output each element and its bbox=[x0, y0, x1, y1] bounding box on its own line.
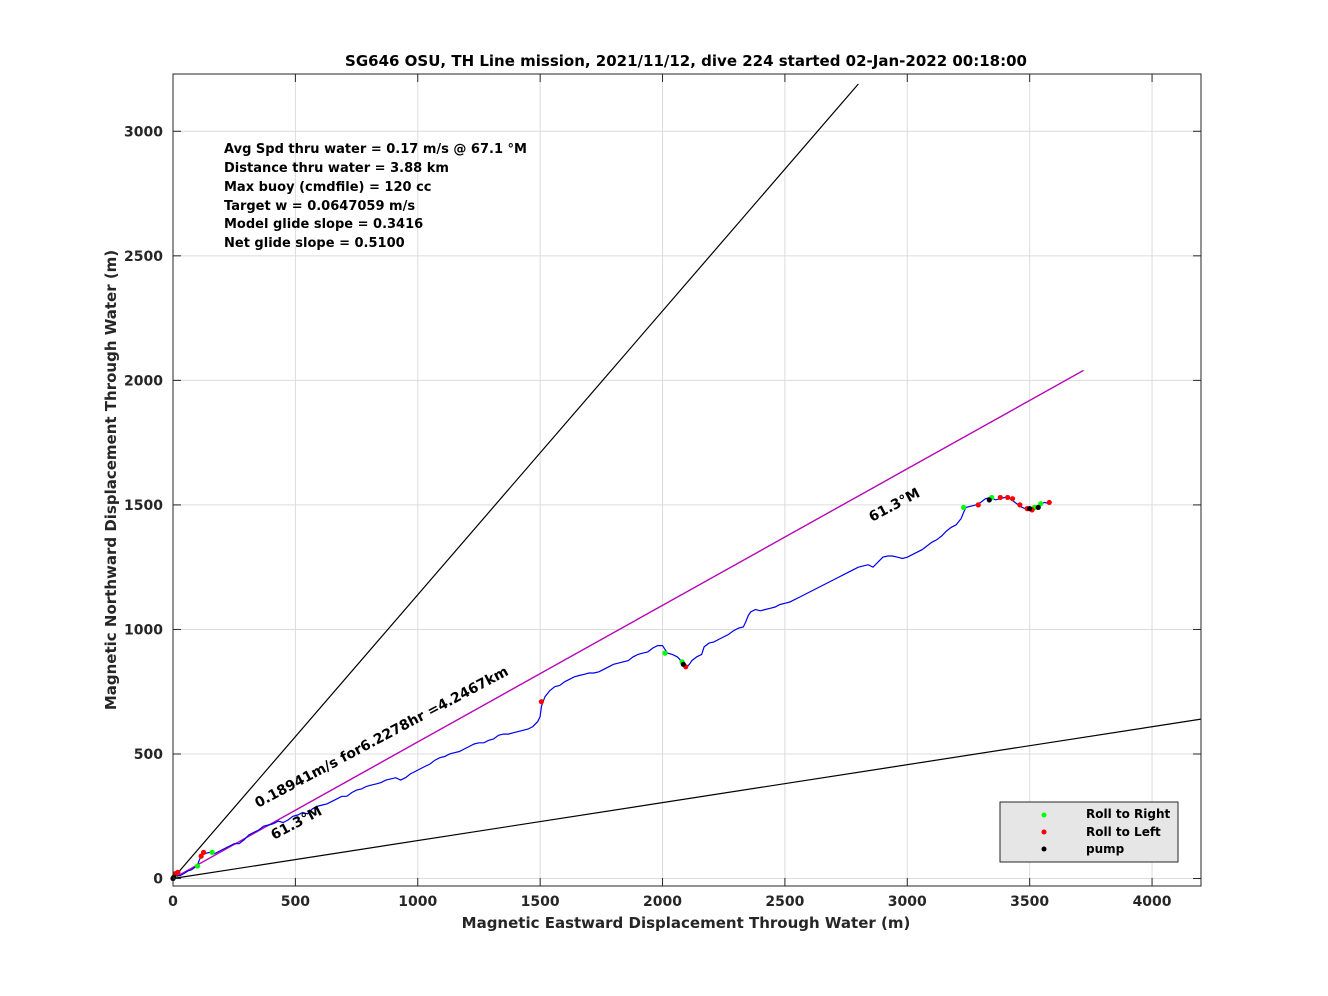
reference-lines bbox=[172, 83, 1202, 880]
info-model-glide-slope: Model glide slope = 0.3416 bbox=[224, 217, 423, 232]
legend-label-roll-right: Roll to Right bbox=[1086, 807, 1171, 821]
event-point-roll-to-left bbox=[975, 502, 981, 508]
event-markers bbox=[170, 494, 1052, 882]
event-point-roll-to-left bbox=[1017, 502, 1023, 508]
legend-label-pump: pump bbox=[1086, 842, 1125, 856]
grid bbox=[172, 74, 1201, 886]
info-max-buoy: Max buoy (cmdfile) = 120 cc bbox=[224, 180, 431, 195]
event-point-roll-to-right bbox=[1038, 501, 1044, 507]
info-avg-speed: Avg Spd thru water = 0.17 m/s @ 67.1 °M bbox=[224, 142, 527, 157]
x-tick-label: 1500 bbox=[521, 894, 560, 910]
event-point-roll-to-right bbox=[662, 650, 668, 656]
info-distance: Distance thru water = 3.88 km bbox=[224, 161, 449, 176]
y-tick-label: 500 bbox=[134, 747, 163, 763]
event-point-pump bbox=[680, 661, 686, 667]
x-axis-label: Magnetic Eastward Displacement Through W… bbox=[462, 914, 911, 932]
reference-line-0 bbox=[172, 83, 859, 879]
event-point-pump bbox=[986, 497, 992, 503]
x-tick-label: 3000 bbox=[888, 894, 927, 910]
y-axis-label: Magnetic Northward Displacement Through … bbox=[102, 250, 120, 710]
legend-marker-roll-left bbox=[1041, 829, 1047, 835]
y-tick-label: 2500 bbox=[124, 249, 163, 265]
plot-frame bbox=[172, 73, 1202, 887]
legend-box bbox=[999, 801, 1179, 863]
legend-label-roll-left: Roll to Left bbox=[1086, 825, 1161, 839]
legend-marker-pump bbox=[1041, 846, 1047, 852]
x-tick-label: 2500 bbox=[765, 894, 804, 910]
track bbox=[172, 496, 1050, 879]
event-point-roll-to-left bbox=[1005, 494, 1011, 501]
event-point-roll-to-left bbox=[1046, 499, 1052, 506]
event-point-roll-to-right bbox=[209, 849, 215, 855]
x-tick-label: 4000 bbox=[1133, 894, 1172, 910]
y-tick-label: 3000 bbox=[124, 124, 163, 140]
reference-line-2 bbox=[172, 718, 1202, 880]
y-tick-label: 1000 bbox=[124, 622, 163, 638]
x-tick-label: 0 bbox=[168, 894, 178, 910]
event-point-roll-to-left bbox=[175, 869, 181, 875]
event-point-pump bbox=[1027, 506, 1033, 512]
track-line bbox=[172, 496, 1050, 879]
event-point-roll-to-left bbox=[1009, 496, 1016, 502]
chart-title: SG646 OSU, TH Line mission, 2021/11/12, … bbox=[345, 52, 1027, 70]
x-tick-label: 1000 bbox=[398, 894, 437, 910]
y-tick-label: 2000 bbox=[124, 373, 163, 389]
y-tick-label: 0 bbox=[153, 872, 163, 888]
legend-marker-roll-right bbox=[1041, 812, 1047, 818]
x-tick-label: 3500 bbox=[1010, 894, 1049, 910]
axis-ticks: 0 500 1000 1500 2000 2500 3000 3500 4000 0 500 1000… bbox=[124, 74, 1201, 910]
event-point-roll-to-left bbox=[538, 699, 544, 705]
x-tick-label: 2000 bbox=[643, 894, 682, 910]
event-point-roll-to-right bbox=[194, 863, 201, 869]
info-box: Avg Spd thru water = 0.17 m/s @ 67.1 °M … bbox=[224, 142, 527, 251]
event-point-roll-to-right bbox=[960, 504, 967, 510]
event-point-roll-to-left bbox=[200, 849, 207, 855]
event-point-pump bbox=[1035, 504, 1041, 510]
event-point-roll-to-left bbox=[997, 494, 1003, 501]
event-point-pump bbox=[171, 874, 177, 880]
info-net-glide-slope: Net glide slope = 0.5100 bbox=[224, 236, 405, 251]
event-point-roll-to-left bbox=[198, 853, 204, 859]
info-target-w: Target w = 0.0647059 m/s bbox=[224, 199, 415, 214]
legend: Roll to Right Roll to Left pump bbox=[999, 801, 1179, 863]
x-tick-label: 500 bbox=[281, 894, 310, 910]
y-tick-label: 1500 bbox=[124, 498, 163, 514]
reference-line-3 bbox=[172, 369, 1084, 880]
